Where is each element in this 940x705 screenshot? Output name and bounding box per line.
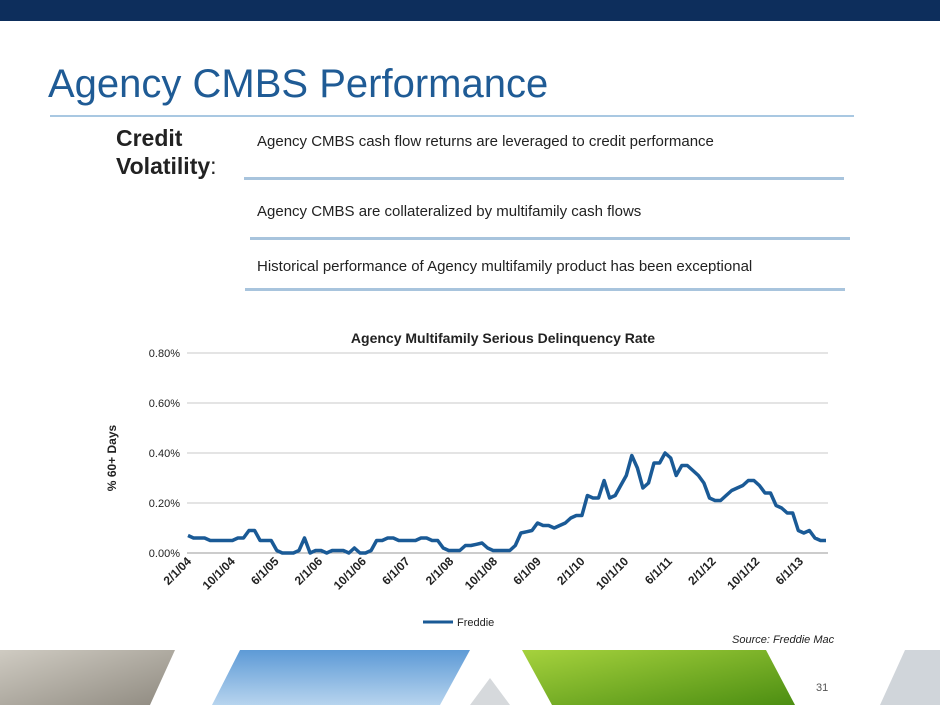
x-tick-label: 10/1/04 (200, 554, 238, 592)
section-label: Credit Volatility: (116, 124, 217, 180)
section-label-line2: Volatility (116, 153, 211, 179)
x-tick-label: 2/1/08 (423, 554, 457, 588)
leaf-image (522, 650, 795, 705)
rope-image (0, 650, 175, 705)
x-tick-label: 10/1/10 (593, 554, 631, 592)
x-tick-label: 10/1/06 (331, 554, 369, 592)
sky-image (212, 650, 470, 705)
section-label-colon: : (210, 153, 217, 179)
x-tick-label: 6/1/09 (510, 554, 544, 588)
x-tick-label: 6/1/11 (642, 554, 675, 587)
x-tick-label: 6/1/13 (773, 554, 807, 588)
y-tick-label: 0.60% (149, 398, 180, 410)
y-tick-label: 0.00% (149, 548, 180, 560)
legend: Freddie (423, 617, 494, 629)
source-note: Source: Freddie Mac (732, 634, 835, 646)
title-divider (50, 115, 854, 117)
x-tick-label: 10/1/08 (462, 554, 500, 592)
bullet-divider-3 (245, 288, 845, 291)
slide-title: Agency CMBS Performance (48, 62, 549, 106)
y-tick-label: 0.40% (149, 448, 180, 460)
section-label-line1: Credit (116, 125, 183, 151)
x-tick-label: 6/1/07 (379, 554, 413, 588)
bullet-2: Agency CMBS are collateralized by multif… (257, 203, 642, 220)
chart-title: Agency Multifamily Serious Delinquency R… (351, 330, 655, 346)
gray-triangle (470, 678, 510, 705)
y-tick-label: 0.80% (149, 348, 180, 360)
y-axis-label: % 60+ Days (105, 424, 119, 491)
gray-corner-shape (880, 650, 940, 705)
series-line-freddie (187, 451, 826, 555)
x-tick-label: 2/1/06 (292, 554, 326, 588)
top-banner (0, 0, 940, 21)
legend-label: Freddie (457, 617, 494, 629)
bullet-3: Historical performance of Agency multifa… (257, 258, 753, 275)
y-tick-label: 0.20% (149, 498, 180, 510)
x-tick-label: 2/1/12 (685, 554, 719, 588)
x-tick-label: 2/1/10 (554, 554, 588, 588)
x-tick-label: 6/1/05 (248, 554, 282, 588)
page-number: 31 (816, 682, 829, 694)
bullet-divider-2 (250, 237, 850, 240)
bullet-divider-1 (244, 177, 844, 180)
decorative-image-strip (0, 650, 940, 705)
bullet-1: Agency CMBS cash flow returns are levera… (257, 133, 714, 150)
x-tick-label: 10/1/12 (724, 554, 762, 592)
